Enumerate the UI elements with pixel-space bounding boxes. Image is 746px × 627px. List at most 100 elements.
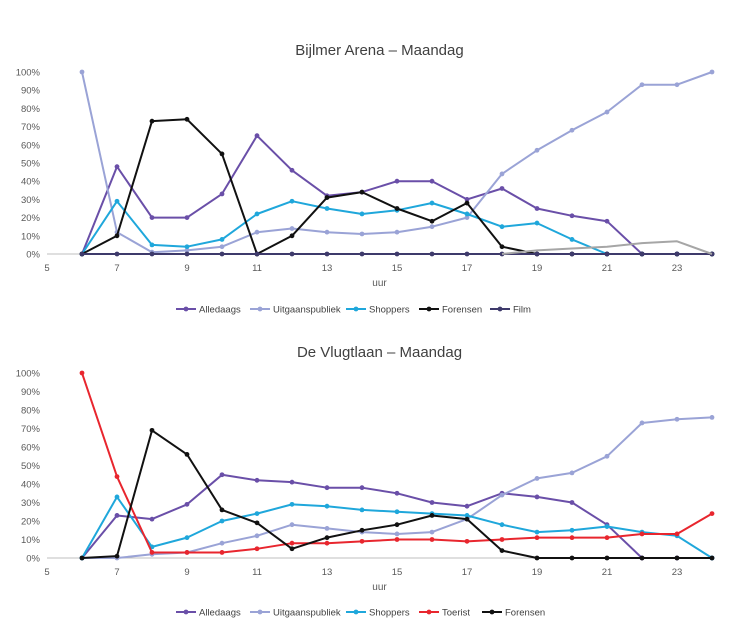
x-tick-label: 17 [462,263,473,274]
data-point [324,206,330,211]
legend-item: Film [490,305,531,316]
data-point [569,535,575,541]
y-tick-label: 50% [21,159,41,170]
data-point [184,452,190,457]
data-point [114,513,120,518]
data-point [534,529,540,535]
x-tick-label: 9 [184,567,189,578]
data-point [604,524,610,529]
data-point [184,116,190,122]
data-point [429,529,435,535]
series-line [81,495,713,559]
x-axis-label: uur [372,278,387,289]
data-point [394,522,400,528]
data-point [604,251,610,257]
legend-label: Uitgaanspubliek [273,608,341,619]
y-tick-label: 100% [16,68,41,79]
y-tick-label: 60% [21,443,41,454]
data-point [464,197,470,202]
x-tick-label: 7 [114,567,119,578]
data-point [464,516,470,522]
y-tick-label: 30% [21,195,41,206]
series-alledaags [79,472,715,561]
data-point [429,500,435,505]
data-point [639,555,645,561]
legend-swatch-marker [353,306,359,312]
data-point [464,251,470,257]
data-point [254,133,260,139]
legend-label: Alledaags [199,305,241,316]
data-point [254,251,260,257]
data-point [429,537,435,542]
legend-item: Toerist [419,608,470,619]
legend-swatch-marker [183,306,189,312]
series-line [81,71,713,254]
data-point [149,516,155,522]
data-point [149,550,155,555]
x-tick-label: 15 [392,567,403,578]
data-point [394,178,400,184]
data-point [219,550,225,555]
data-point [254,520,260,526]
data-point [184,550,190,555]
data-point [289,251,295,257]
data-point [534,251,540,257]
data-point [79,69,85,75]
data-point [324,540,330,546]
data-point [709,415,715,420]
data-point [394,509,400,515]
legend-swatch-marker [497,306,503,312]
data-point [324,526,330,531]
data-point [114,553,120,559]
data-point [569,251,575,257]
x-tick-label: 23 [672,567,683,578]
series-shoppers [79,494,715,561]
data-point [569,127,575,133]
legend-label: Toerist [442,608,470,619]
data-point [709,69,715,75]
series-forensen [79,116,715,257]
data-point [149,215,155,221]
legend-swatch-marker [489,609,495,615]
data-point [149,427,155,433]
data-point [184,501,190,507]
data-point [499,186,505,191]
data-point [324,251,330,257]
y-tick-label: 60% [21,140,41,151]
data-point [219,244,225,250]
y-tick-label: 40% [21,177,41,188]
data-point [499,224,505,230]
data-point [534,476,540,481]
data-point [149,118,155,124]
legend-item: Forensen [482,608,545,619]
data-point [534,147,540,153]
data-point [289,233,295,239]
data-point [429,218,435,224]
data-point [394,229,400,235]
legend: Alledaags Uitgaanspubliek Shoppers Toerist F… [176,608,545,619]
legend-label: Forensen [505,608,545,619]
data-point [674,531,680,537]
data-point [114,474,120,479]
data-point [324,195,330,200]
data-point [359,189,365,195]
data-point [569,527,575,533]
data-point [184,247,190,253]
data-point [464,513,470,518]
data-point [359,527,365,533]
x-tick-label: 23 [672,263,683,274]
data-point [79,370,85,376]
series-toerist [79,370,715,555]
legend-label: Alledaags [199,608,241,619]
data-point [464,211,470,217]
data-point [499,548,505,553]
data-point [219,472,225,478]
y-tick-label: 70% [21,122,41,133]
y-tick-label: 10% [21,535,41,546]
data-point [149,242,155,248]
data-point [674,555,680,561]
data-point [394,206,400,211]
data-point [114,198,120,204]
y-tick-label: 80% [21,406,41,417]
data-point [569,213,575,219]
